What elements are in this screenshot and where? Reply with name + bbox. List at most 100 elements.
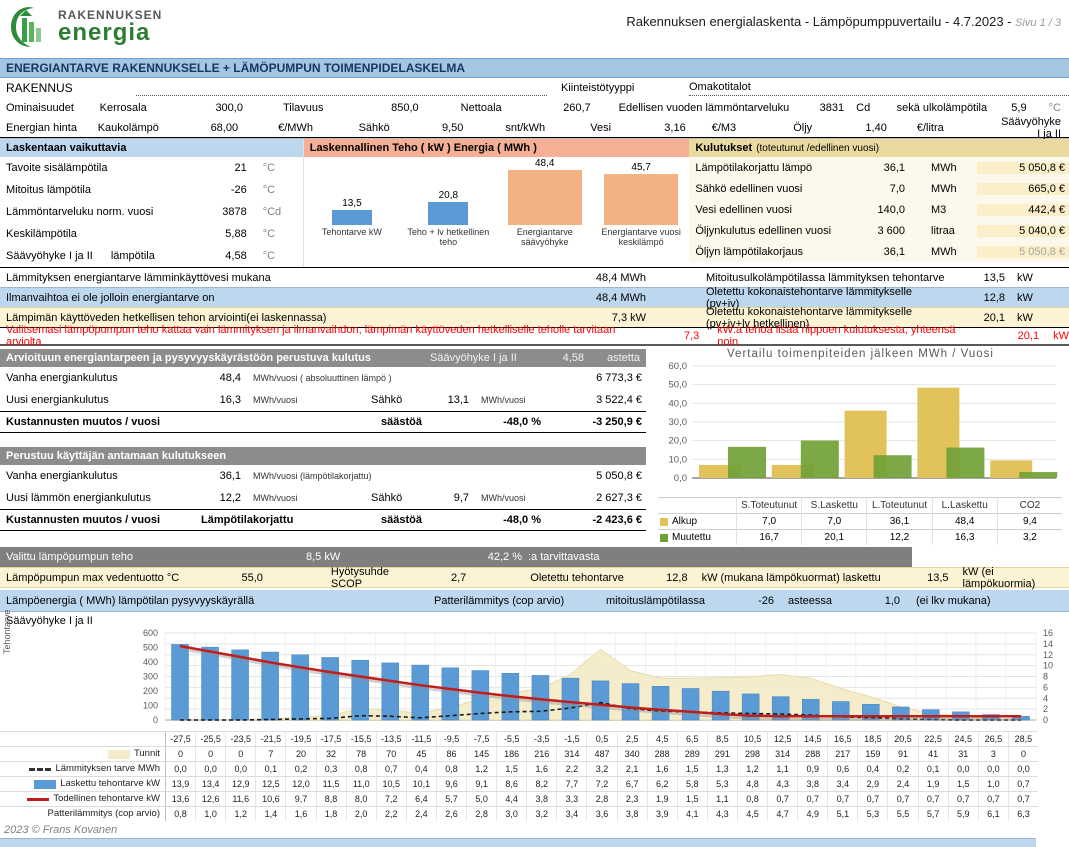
svg-text:0,0: 0,0 [674, 473, 687, 484]
assumed-demand-value: 12,8 [636, 572, 688, 584]
duration-table-cell: 5,1 [827, 806, 857, 821]
svg-text:0: 0 [153, 715, 158, 725]
comparison-table-cell: L.Laskettu [932, 497, 997, 513]
duration-table-cell: 0,0 [225, 761, 255, 776]
pump-parameters-row: Lämpöpumpun max vedentuotto °C 55,0 Hyöt… [0, 567, 1069, 588]
row-electric-value: 13,1 [427, 394, 469, 406]
svg-text:30,0: 30,0 [669, 417, 688, 428]
duration-table-cell: 45 [406, 746, 436, 761]
duration-table-cell: 4,3 [767, 776, 797, 791]
duration-table-cell: 9,1 [466, 776, 496, 791]
duration-table-cell: 0,7 [767, 791, 797, 806]
input-label: Säävyöhyke I ja II [6, 250, 93, 262]
duration-table-cell: 1,2 [225, 806, 255, 821]
duration-table-cell: 0,7 [918, 791, 948, 806]
input-label: Keskilämpötila [6, 228, 187, 240]
duration-table-cell: 6,1 [978, 806, 1008, 821]
comparison-chart-title: Vertailu toimenpiteiden jälkeen MWh / Vu… [652, 348, 1069, 360]
duration-table-cell: -7,5 [466, 731, 496, 746]
kaukolampo-label: Kaukolämpö [98, 122, 184, 134]
duration-table-cell: 2,9 [857, 776, 887, 791]
row-cost: 2 627,3 € [542, 492, 646, 504]
warning-unit: kW [1039, 330, 1069, 342]
consumption-value: 3 600 [853, 225, 905, 237]
design-temp-unit: asteessa [774, 595, 850, 607]
comparison-table-legend: Muutettu [658, 529, 736, 545]
selected-pump-power: 8,5 kW [306, 551, 466, 563]
duration-table-cell: 314 [556, 746, 586, 761]
svg-text:300: 300 [143, 672, 158, 682]
input-unit: °C [247, 184, 303, 196]
consumption-row: Öljyn lämpötilakorjaus 36,1 MWh 5 050,8 … [689, 241, 1069, 262]
mini-bar [604, 174, 678, 226]
duration-table-cell: 0,2 [887, 761, 917, 776]
input-row: Keskilämpötila 5,88 °C [0, 223, 303, 245]
svg-text:40,0: 40,0 [669, 398, 688, 409]
duration-table-cell: 4,9 [797, 806, 827, 821]
duration-table-cell: 2,8 [466, 806, 496, 821]
duration-table-cell: 12,5 [767, 731, 797, 746]
duration-chart-table: -27,5-25,5-23,5-21,5-19,5-17,5-15,5-13,5… [0, 731, 1038, 821]
kerrosala-label: Kerrosala [100, 102, 188, 114]
duration-table-cell: -17,5 [316, 731, 346, 746]
duration-table-cell: 12,9 [225, 776, 255, 791]
duration-table-cell: 3,9 [647, 806, 677, 821]
property-type-label: Kiinteistötyyppi [561, 82, 689, 94]
sahko-price: 9,50 [411, 122, 463, 134]
tilavuus-label: Tilavuus [243, 102, 365, 114]
duration-table-cell: 18,5 [857, 731, 887, 746]
selected-pump-bar: Valittu lämpöpumpun teho 8,5 kW 42,2 % :… [0, 547, 912, 567]
svg-text:14: 14 [1043, 639, 1053, 649]
duration-table-cell: 7 [255, 746, 285, 761]
duration-table-cell: 0,4 [857, 761, 887, 776]
input-unit: °C [247, 162, 303, 174]
property-type-value: Omakotitalot [689, 81, 1069, 96]
duration-table-cell: -5,5 [496, 731, 526, 746]
consumption-row: Öljynkulutus edellinen vuosi 3 600 litra… [689, 220, 1069, 241]
duration-table-cell: 0,6 [827, 761, 857, 776]
consumption-label: Sähkö edellinen vuosi [695, 183, 853, 195]
copyright-footer: 2023 © Frans Kovanen [0, 821, 1069, 838]
row-value: 12,2 [191, 492, 241, 504]
vesi-label: Vesi [580, 122, 642, 134]
oljy-unit: €/litra [887, 122, 1001, 134]
duration-table-cell: 14,5 [797, 731, 827, 746]
input-label: Mitoitus lämpötila [6, 184, 187, 196]
sahko-label: Sähkö [359, 122, 411, 134]
duration-table-cell: 10,1 [406, 776, 436, 791]
duration-table-cell: 291 [707, 746, 737, 761]
comparison-table-legend [658, 497, 736, 513]
calculated-demand-value: 13,5 [905, 572, 949, 584]
duration-table-cell: 0,0 [165, 761, 195, 776]
comparison-chart-panel: Vertailu toimenpiteiden jälkeen MWh / Vu… [652, 346, 1069, 545]
svg-text:400: 400 [143, 657, 158, 667]
duration-table-cell: 1,1 [707, 791, 737, 806]
assumed-demand-unit: kW (mukana lämpökuormat) laskettu [688, 572, 905, 584]
cd-unit: Cd [844, 102, 888, 114]
input-row: Säävyöhyke I ja II lämpötila 4,58 °C [0, 245, 303, 267]
duration-table-cell: 0,7 [827, 791, 857, 806]
duration-table-cell: 217 [827, 746, 857, 761]
oljy-label: Öljy [777, 122, 840, 134]
duration-table-cell: 0,7 [857, 791, 887, 806]
duration-table-cell: 0,7 [1008, 776, 1038, 791]
calculated-demand-unit: kW (ei lämpökuormia) [949, 566, 1069, 590]
lammontarveluku-label: Edellisen vuoden lämmöntarveluku [591, 102, 806, 114]
consumption-value: 36,1 [853, 162, 905, 174]
duration-table-cell: 86 [436, 746, 466, 761]
input-value: 4,58 [187, 250, 247, 262]
consumption-header: Kulutukset (toteutunut /edellinen vuosi) [689, 139, 1069, 157]
summary-right-value: 13,5 [945, 272, 1005, 284]
duration-table-cell: 13,4 [195, 776, 225, 791]
nettoala-value: 260,7 [537, 102, 591, 114]
total-cost: -2 423,6 € [541, 514, 646, 526]
summary-right-value: 12,8 [945, 292, 1005, 304]
duration-table-cell: 0,7 [1008, 791, 1038, 806]
row-electric-label: Sähkö [371, 394, 427, 406]
logo-text: RAKENNUKSEN energia [58, 8, 162, 47]
duration-table-cell: 6,5 [677, 731, 707, 746]
duration-table-cell: 298 [737, 746, 767, 761]
consumption-label: Öljyn lämpötilakorjaus [695, 246, 853, 258]
